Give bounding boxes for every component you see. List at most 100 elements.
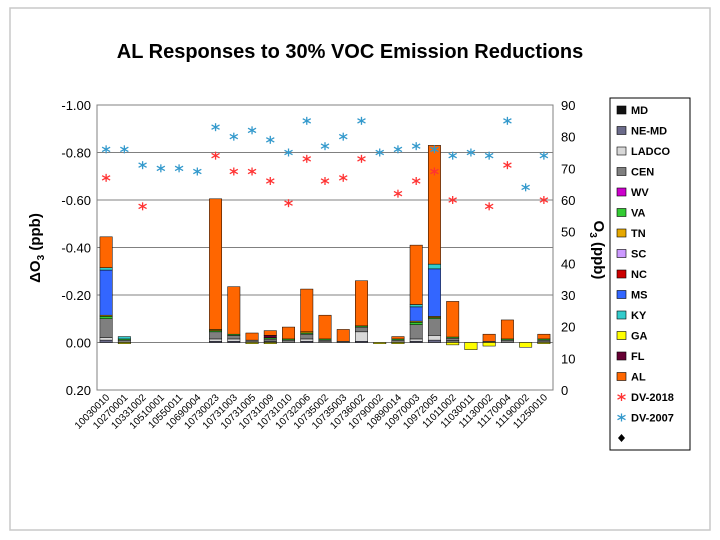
bar-segment — [227, 338, 241, 342]
dv-2018-marker — [284, 199, 293, 208]
bar-segment — [482, 342, 496, 347]
bar-segment — [519, 342, 533, 348]
bar-segment — [209, 338, 223, 342]
bar-segment — [446, 301, 460, 338]
bar-segment — [427, 318, 441, 336]
dv-2007-marker — [174, 164, 184, 173]
right-axis-ticks: 0 10 20 30 40 50 60 70 80 90 — [561, 98, 575, 398]
dv-2007-marker — [539, 151, 549, 160]
legend-label: CEN — [631, 167, 654, 179]
bar-segment — [99, 339, 113, 343]
star-stroke — [539, 197, 549, 203]
dv-2018-marker — [484, 202, 494, 211]
stacked-bars — [99, 145, 551, 350]
star-stroke — [156, 165, 166, 172]
legend-label: GA — [631, 331, 648, 343]
right-tick-label: 50 — [561, 225, 575, 240]
legend-label: TN — [631, 228, 646, 240]
star-stroke — [247, 127, 257, 134]
star-stroke — [357, 118, 366, 124]
bar-segment — [209, 331, 223, 340]
legend-swatch — [616, 126, 627, 135]
dv-2018-marker — [539, 196, 549, 204]
star-stroke — [320, 143, 330, 149]
star-stroke — [393, 190, 403, 197]
star-stroke — [247, 168, 257, 175]
slide-frame — [9, 7, 711, 531]
bar-segment — [464, 342, 478, 350]
axis-label-prefix: ΔO — [27, 260, 44, 283]
star-stroke — [302, 156, 312, 162]
bar-segment — [500, 319, 514, 340]
star-stroke — [174, 165, 184, 172]
bar-segment — [99, 316, 113, 319]
right-tick-label: 90 — [561, 98, 575, 113]
dv-2018-marker — [247, 167, 257, 176]
legend-label: KY — [631, 310, 647, 322]
legend-label: FL — [631, 351, 645, 363]
star-stroke — [448, 197, 457, 203]
bar-segment — [263, 330, 277, 336]
bar-segment — [427, 339, 441, 343]
dv-2018-marker — [357, 154, 366, 163]
star-stroke — [338, 133, 348, 140]
chart-title: AL Responses to 30% VOC Emission Reducti… — [117, 41, 583, 63]
legend-swatch — [616, 187, 627, 197]
star-stroke — [484, 203, 494, 210]
axis-label-text: O3 (ppb) — [587, 221, 607, 280]
bar-segment — [537, 342, 551, 344]
star-stroke — [539, 152, 549, 159]
bar-segment — [355, 326, 368, 333]
star-stroke — [430, 146, 439, 153]
bar-segment — [537, 333, 551, 340]
dv-2007-marker — [156, 164, 166, 173]
bar-segment — [300, 333, 314, 340]
bar-segment — [391, 336, 405, 340]
star-stroke — [265, 137, 275, 143]
left-tick-label: 0.20 — [66, 383, 91, 398]
star-stroke — [284, 200, 293, 206]
marker-series — [101, 116, 549, 211]
dv-2018-marker — [320, 177, 330, 185]
dv-2007-marker — [466, 148, 476, 157]
dv-2007-marker — [430, 145, 439, 154]
legend-label: NC — [631, 269, 647, 281]
left-tick-label: 0.00 — [66, 336, 91, 351]
legend-swatch — [616, 146, 627, 156]
bar-segment — [391, 339, 405, 343]
dv-2018-marker — [265, 177, 275, 185]
legend-star-icon — [617, 413, 626, 422]
dv-2018-marker — [411, 177, 421, 185]
left-tick-label: -0.40 — [61, 241, 91, 256]
bar-segment — [117, 339, 131, 343]
bar-segment — [282, 326, 295, 340]
bar-segment — [209, 198, 223, 330]
star-stroke — [484, 152, 494, 159]
star-stroke — [617, 414, 626, 421]
left-axis-label: ΔO3 (ppb) — [27, 213, 47, 283]
bar-segment — [117, 342, 131, 344]
legend-label: MD — [631, 105, 648, 117]
star-stroke — [393, 146, 403, 153]
dv-2007-marker — [484, 151, 494, 160]
right-tick-label: 60 — [561, 193, 575, 208]
bar-segment — [446, 342, 460, 346]
right-tick-label: 0 — [561, 383, 568, 398]
bar-segment — [318, 314, 332, 340]
legend-label: AL — [631, 372, 646, 384]
dv-2007-marker — [229, 132, 239, 141]
legend-diamond-icon — [618, 434, 625, 442]
star-stroke — [375, 149, 385, 156]
bar-segment — [336, 329, 350, 342]
star-stroke — [138, 203, 147, 210]
plot-area — [96, 104, 554, 391]
legend-label: DV-2007 — [631, 413, 674, 425]
bar-segment — [409, 338, 423, 342]
bar-segment — [245, 342, 259, 344]
left-tick-label: -1.00 — [61, 98, 91, 113]
bar-segment — [99, 269, 113, 316]
star-stroke — [265, 178, 275, 184]
star-stroke — [521, 184, 530, 191]
legend-swatch — [616, 331, 627, 340]
